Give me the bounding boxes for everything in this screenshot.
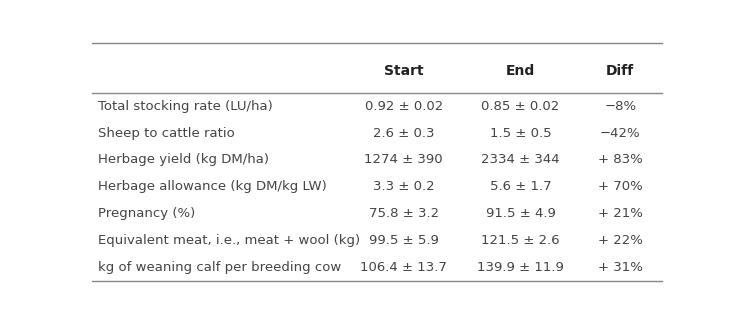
Text: Herbage yield (kg DM/ha): Herbage yield (kg DM/ha) bbox=[98, 153, 268, 167]
Text: Pregnancy (%): Pregnancy (%) bbox=[98, 207, 195, 220]
Text: + 21%: + 21% bbox=[598, 207, 642, 220]
Text: −42%: −42% bbox=[600, 127, 640, 140]
Text: 2334 ± 344: 2334 ± 344 bbox=[481, 153, 560, 167]
Text: 121.5 ± 2.6: 121.5 ± 2.6 bbox=[481, 234, 560, 247]
Text: 1274 ± 390: 1274 ± 390 bbox=[365, 153, 443, 167]
Text: 3.3 ± 0.2: 3.3 ± 0.2 bbox=[373, 180, 434, 193]
Text: −8%: −8% bbox=[604, 100, 637, 113]
Text: + 22%: + 22% bbox=[598, 234, 642, 247]
Text: 5.6 ± 1.7: 5.6 ± 1.7 bbox=[490, 180, 551, 193]
Text: 106.4 ± 13.7: 106.4 ± 13.7 bbox=[360, 261, 447, 274]
Text: End: End bbox=[506, 64, 535, 78]
Text: 99.5 ± 5.9: 99.5 ± 5.9 bbox=[369, 234, 439, 247]
Text: kg of weaning calf per breeding cow: kg of weaning calf per breeding cow bbox=[98, 261, 341, 274]
Text: Diff: Diff bbox=[606, 64, 634, 78]
Text: 139.9 ± 11.9: 139.9 ± 11.9 bbox=[477, 261, 564, 274]
Text: 0.92 ± 0.02: 0.92 ± 0.02 bbox=[365, 100, 443, 113]
Text: 1.5 ± 0.5: 1.5 ± 0.5 bbox=[490, 127, 551, 140]
Text: + 31%: + 31% bbox=[598, 261, 642, 274]
Text: 2.6 ± 0.3: 2.6 ± 0.3 bbox=[373, 127, 434, 140]
Text: Sheep to cattle ratio: Sheep to cattle ratio bbox=[98, 127, 234, 140]
Text: 75.8 ± 3.2: 75.8 ± 3.2 bbox=[369, 207, 439, 220]
Text: Start: Start bbox=[384, 64, 423, 78]
Text: Total stocking rate (LU/ha): Total stocking rate (LU/ha) bbox=[98, 100, 273, 113]
Text: 91.5 ± 4.9: 91.5 ± 4.9 bbox=[486, 207, 556, 220]
Text: + 70%: + 70% bbox=[598, 180, 642, 193]
Text: + 83%: + 83% bbox=[598, 153, 642, 167]
Text: Equivalent meat, i.e., meat + wool (kg): Equivalent meat, i.e., meat + wool (kg) bbox=[98, 234, 359, 247]
Text: Herbage allowance (kg DM/kg LW): Herbage allowance (kg DM/kg LW) bbox=[98, 180, 326, 193]
Text: 0.85 ± 0.02: 0.85 ± 0.02 bbox=[481, 100, 559, 113]
